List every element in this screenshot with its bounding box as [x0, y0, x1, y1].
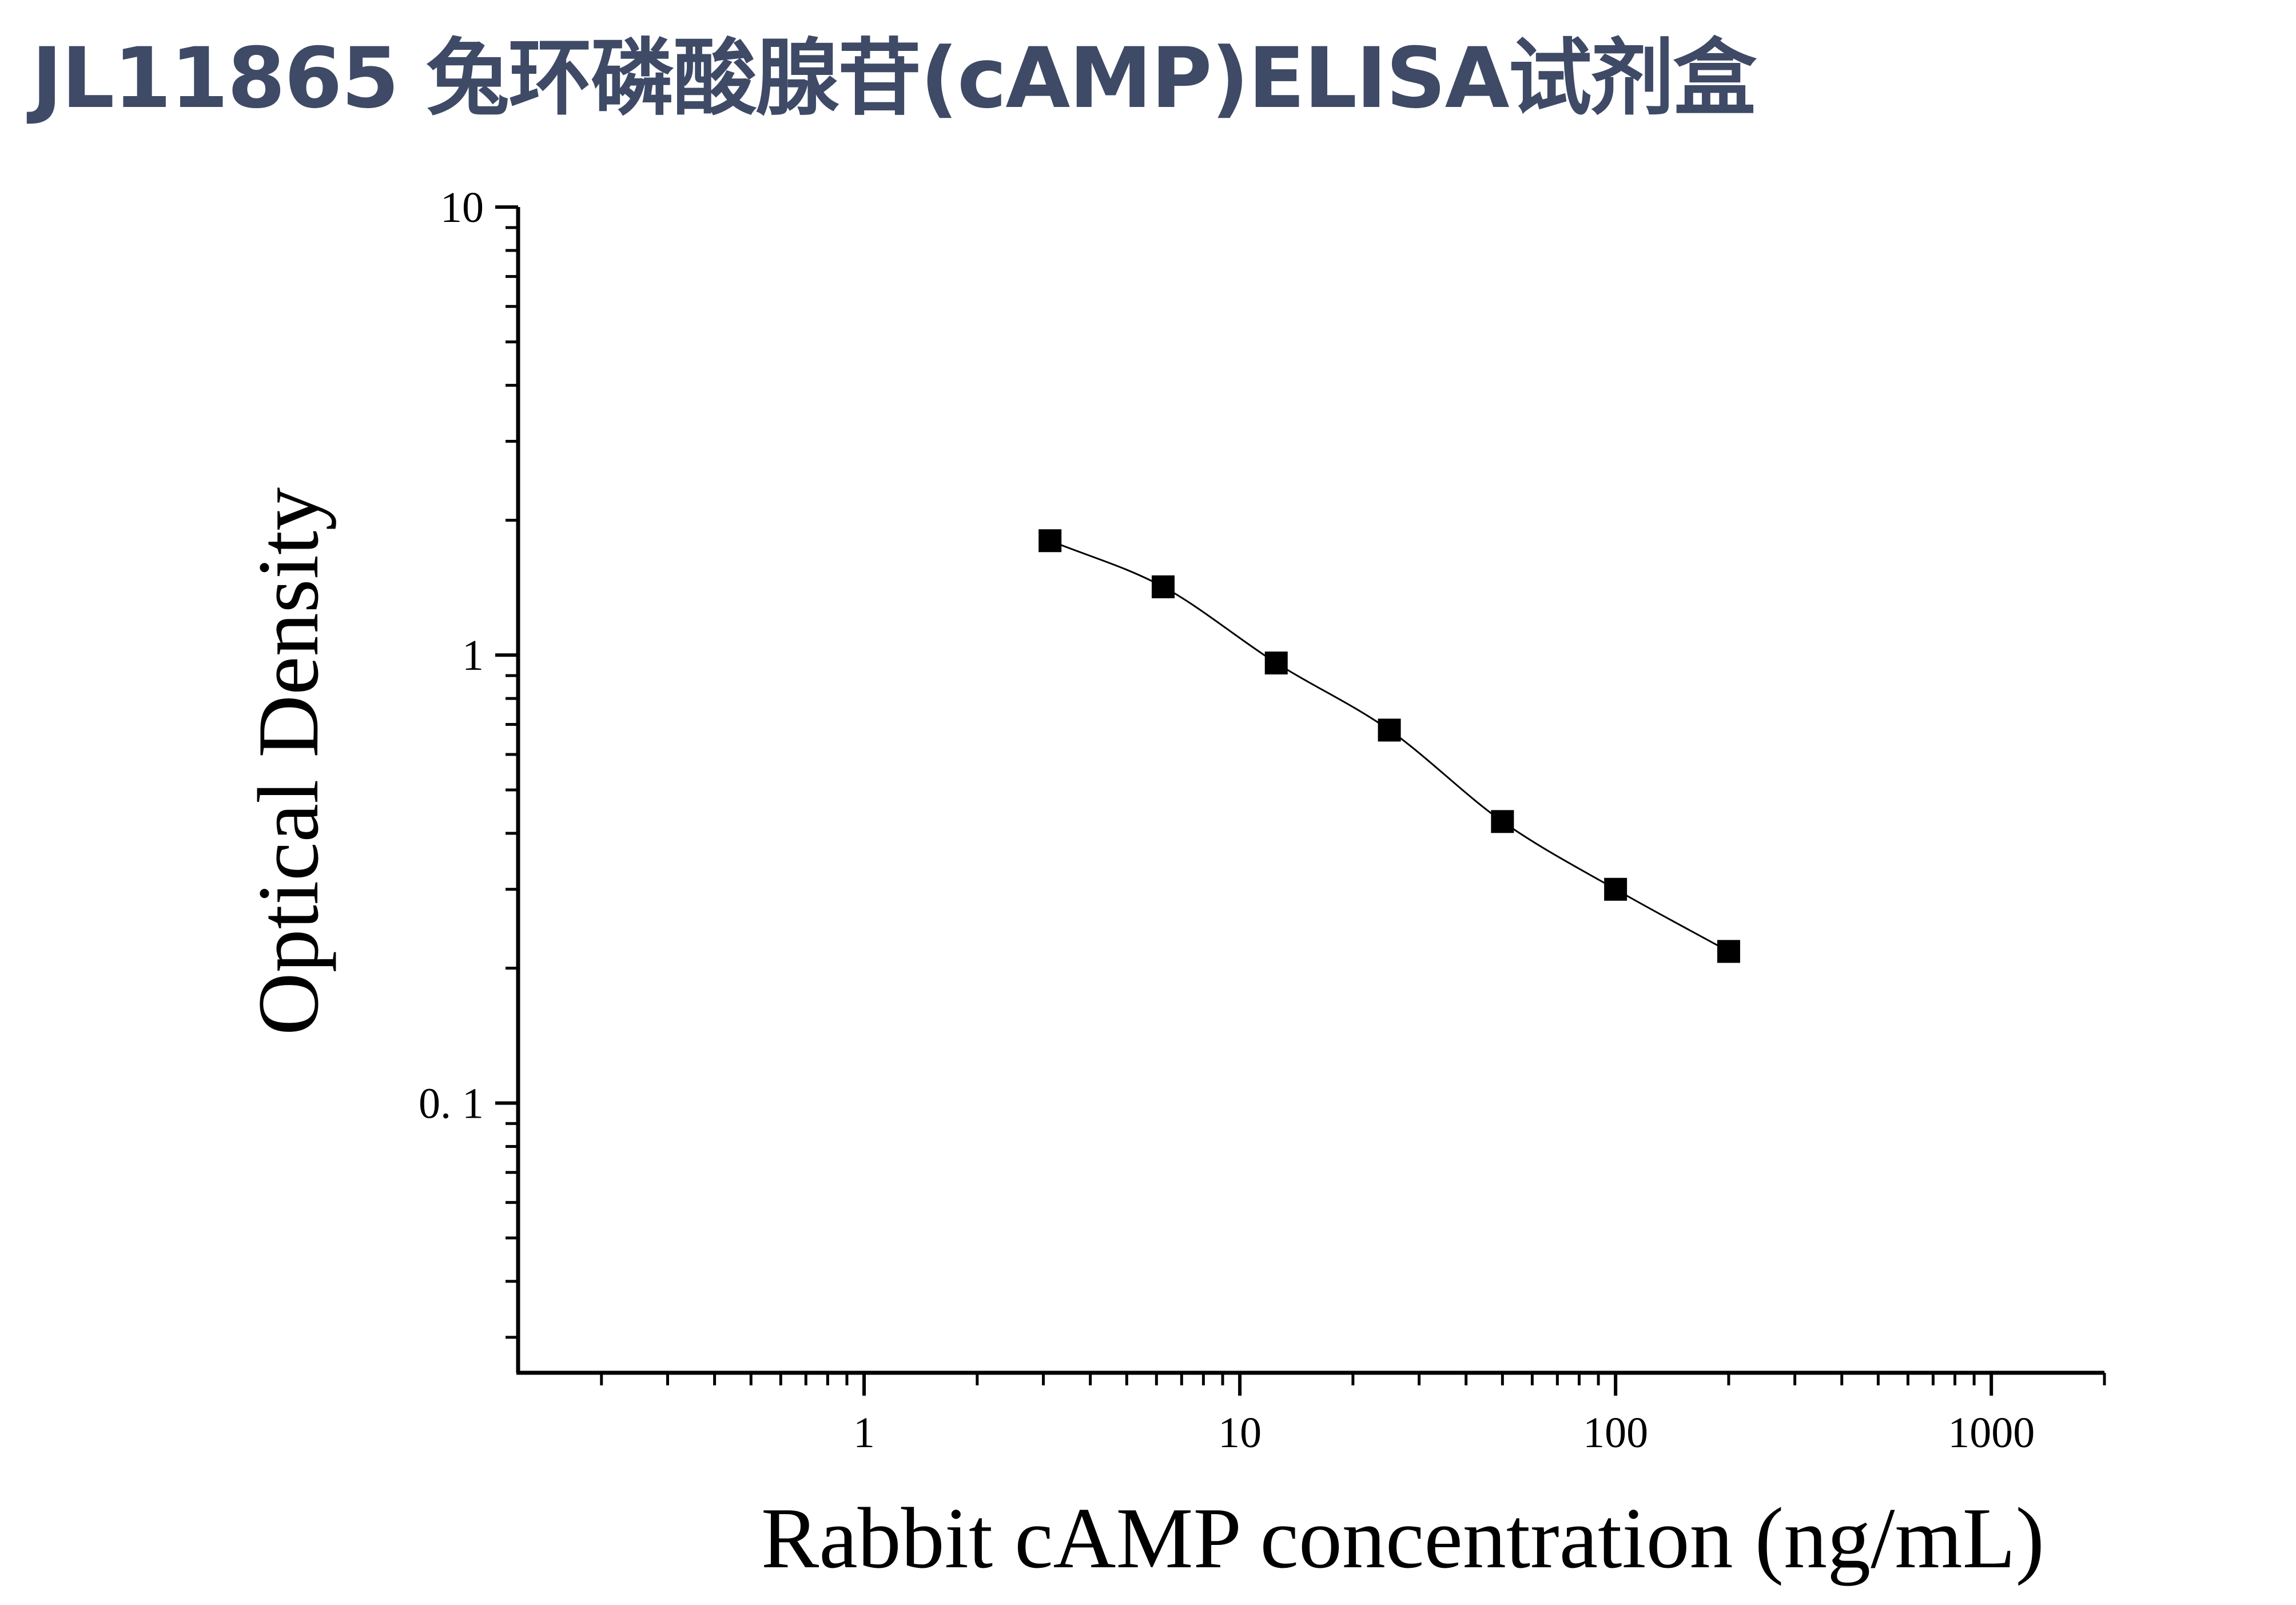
data-point: [1604, 877, 1628, 901]
x-tick-label: 1: [853, 1409, 875, 1457]
x-tick-label: 100: [1583, 1409, 1648, 1457]
data-point: [1491, 810, 1514, 833]
y-tick-label: 1: [462, 631, 484, 680]
y-tick-label: 10: [440, 184, 484, 232]
y-tick-label: 0. 1: [419, 1079, 484, 1127]
data-point: [1038, 529, 1062, 553]
data-point: [1378, 718, 1401, 742]
page-title: JL11865 兔环磷酸腺苷(cAMP)ELISA试剂盒: [31, 30, 1757, 127]
data-point: [1717, 940, 1740, 963]
y-axis-label: Optical Density: [240, 487, 336, 1035]
data-point: [1264, 651, 1288, 675]
x-tick-label: 1000: [1948, 1409, 2035, 1457]
axes: [516, 207, 2104, 1375]
data-points: [1038, 529, 1740, 963]
x-axis-label: Rabbit cAMP concentration (ng/mL): [761, 1490, 2044, 1586]
x-tick-label: 10: [1218, 1409, 1262, 1457]
tick-labels: 1 10 100 1000 0. 1 1 10: [419, 184, 2035, 1457]
data-point: [1151, 575, 1175, 598]
ticks: [495, 205, 2106, 1396]
